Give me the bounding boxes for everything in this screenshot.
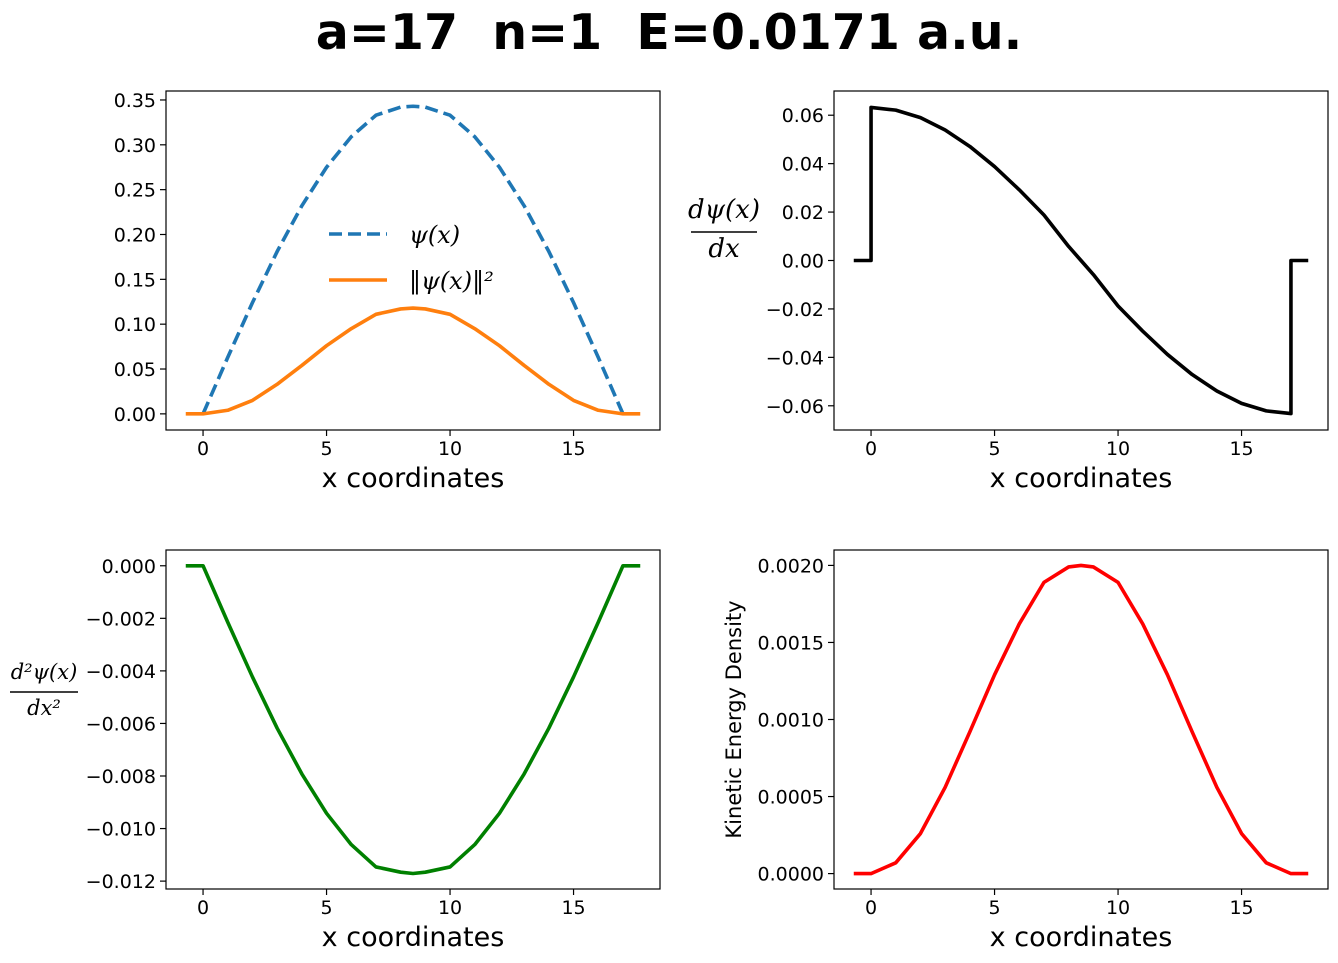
x-tick-label: 5 [989, 438, 1001, 460]
chart-wavefunction: 0 5 10 15 0.00 0.05 0.10 0.15 0.20 0.25 0.30 0.35 x … [114, 90, 661, 494]
y-axis-label-numerator: dψ(x) [688, 195, 760, 225]
y-tick-label: 0.0005 [758, 787, 824, 809]
y-tick-label: 0.25 [114, 180, 156, 202]
x-tick-label: 10 [438, 897, 462, 919]
x-tick-label: 0 [865, 438, 877, 460]
y-tick-label: 0.00 [782, 251, 824, 273]
series-line-1 [853, 563, 1309, 876]
y-tick-label: 0.30 [114, 135, 156, 157]
y-tick-label: 0.0015 [758, 632, 824, 654]
y-axis-label: Kinetic Energy Density [722, 600, 746, 838]
x-axis-label: x coordinates [990, 463, 1173, 494]
y-tick-label: 0.06 [782, 105, 824, 127]
y-tick-label: −0.008 [86, 766, 156, 788]
x-axis-label: x coordinates [990, 922, 1173, 953]
series-line-2 [185, 306, 641, 416]
y-axis-label-numerator: d²ψ(x) [11, 660, 78, 684]
x-tick-label: 10 [1106, 438, 1130, 460]
y-tick-label: 0.00 [114, 404, 156, 426]
plot-frame [833, 549, 1329, 890]
y-tick-label: −0.004 [86, 661, 156, 683]
y-tick-label: 0.04 [782, 154, 824, 176]
x-tick-label: 0 [865, 897, 877, 919]
figure-title: a=17 n=1 E=0.0171 a.u. [315, 4, 1023, 61]
y-tick-label: −0.02 [766, 299, 824, 321]
x-tick-label: 10 [1106, 897, 1130, 919]
y-tick-label: 0.0000 [758, 864, 824, 886]
plot-frame [165, 549, 661, 890]
x-tick-label: 15 [561, 897, 585, 919]
x-tick-label: 15 [561, 438, 585, 460]
legend: ψ(x) ‖ψ(x)‖² [329, 221, 494, 296]
series-line-1 [201, 104, 625, 415]
y-tick-label: −0.002 [86, 608, 156, 630]
y-tick-label: −0.06 [766, 396, 824, 418]
y-tick-label: −0.012 [86, 871, 156, 893]
chart-kinetic-energy-density: 0 5 10 15 0.0000 0.0005 0.0010 0.0015 0.0020 x co… [722, 549, 1329, 953]
chart-second-derivative: 0 5 10 15 −0.012 −0.010 −0.008 −0.006 −0.004 −0.0… [10, 549, 661, 953]
legend-label-2: ‖ψ(x)‖² [409, 267, 494, 296]
y-tick-label: 0.35 [114, 90, 156, 112]
y-tick-label: −0.006 [86, 713, 156, 735]
legend-label-1: ψ(x) [409, 221, 460, 249]
y-axis-label-denominator: dx [708, 234, 740, 264]
x-axis-label: x coordinates [322, 463, 505, 494]
x-tick-label: 10 [438, 438, 462, 460]
y-tick-label: 0.000 [102, 556, 156, 578]
series-line-1 [185, 563, 641, 876]
y-tick-label: 0.0020 [758, 555, 824, 577]
y-tick-label: −0.04 [766, 347, 824, 369]
x-tick-label: 0 [197, 897, 209, 919]
y-tick-label: 0.15 [114, 269, 156, 291]
x-tick-label: 15 [1229, 897, 1253, 919]
y-tick-label: −0.010 [86, 819, 156, 841]
x-axis-label: x coordinates [322, 922, 505, 953]
x-tick-label: 0 [197, 438, 209, 460]
y-tick-label: 0.20 [114, 224, 156, 246]
y-tick-label: 0.0010 [758, 710, 824, 732]
chart-first-derivative: 0 5 10 15 −0.06 −0.04 −0.02 0.00 0.02 0.04 0.06 x c… [688, 90, 1329, 494]
x-tick-label: 15 [1229, 438, 1253, 460]
plot-frame [165, 90, 661, 431]
y-tick-label: 0.05 [114, 359, 156, 381]
x-tick-label: 5 [321, 438, 333, 460]
y-tick-label: 0.02 [782, 202, 824, 224]
x-tick-label: 5 [989, 897, 1001, 919]
series-line-1 [853, 105, 1309, 416]
y-axis-label-denominator: dx² [27, 696, 61, 720]
y-tick-label: 0.10 [114, 314, 156, 336]
x-tick-label: 5 [321, 897, 333, 919]
